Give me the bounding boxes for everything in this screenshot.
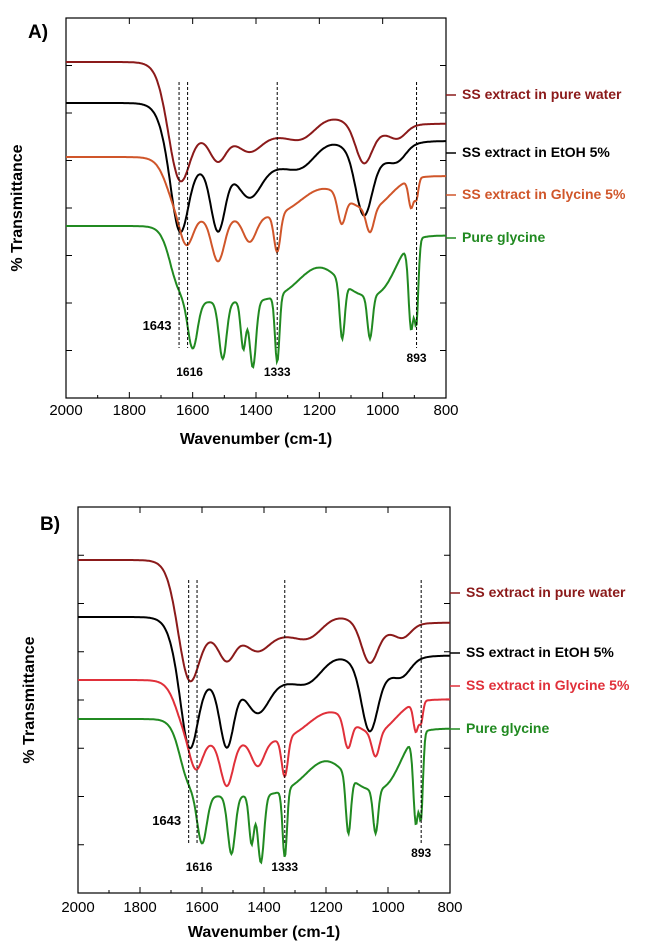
y-axis-title: % Transmittance bbox=[9, 144, 26, 271]
x-tick-label: 1400 bbox=[247, 899, 280, 916]
x-tick-label: 1800 bbox=[123, 899, 156, 916]
annotation-label: 1333 bbox=[271, 860, 298, 874]
x-axis-title: Wavenumber (cm-1) bbox=[188, 924, 340, 941]
legend-label: SS extract in pure water bbox=[466, 584, 626, 600]
x-tick-label: 2000 bbox=[49, 402, 82, 419]
annotation-label: 893 bbox=[407, 351, 427, 365]
series-line bbox=[78, 616, 450, 750]
legend-label: SS extract in Glycine 5% bbox=[462, 186, 626, 202]
x-tick-label: 1800 bbox=[113, 402, 146, 419]
x-tick-label: 1000 bbox=[371, 899, 404, 916]
x-tick-label: 1200 bbox=[309, 899, 342, 916]
legend-label: SS extract in EtOH 5% bbox=[466, 644, 614, 660]
chart-panel-a: A) 2000 1800 1600 1400 1200 1000 800 Wavenumber … bbox=[9, 17, 626, 448]
series-line bbox=[66, 61, 446, 183]
x-tick-label: 1400 bbox=[239, 402, 272, 419]
x-tick-label: 1600 bbox=[176, 402, 209, 419]
legend-label: Pure glycine bbox=[466, 720, 549, 736]
x-tick-label: 800 bbox=[433, 402, 458, 419]
series-line bbox=[66, 225, 446, 369]
panel-label: A) bbox=[28, 22, 48, 43]
series-line bbox=[78, 559, 450, 683]
x-tick-label: 1000 bbox=[366, 402, 399, 419]
annotation-label: 1643 bbox=[143, 318, 172, 333]
series-line bbox=[66, 156, 446, 263]
legend-label: SS extract in pure water bbox=[462, 86, 622, 102]
series-line bbox=[78, 679, 450, 788]
x-tick-label: 1200 bbox=[303, 402, 336, 419]
legend-label: SS extract in EtOH 5% bbox=[462, 144, 610, 160]
series-line bbox=[78, 718, 450, 865]
annotation-label: 1616 bbox=[176, 365, 203, 379]
legend-label: Pure glycine bbox=[462, 229, 545, 245]
annotation-label: 1333 bbox=[264, 365, 291, 379]
chart-panel-b: B) 2000 1800 1600 1400 1200 1000 800 Wavenumber … bbox=[21, 506, 630, 941]
series-line bbox=[66, 102, 446, 234]
annotation-label: 893 bbox=[411, 846, 431, 860]
panel-label: B) bbox=[40, 514, 60, 535]
annotation-label: 1616 bbox=[186, 860, 213, 874]
x-tick-label: 1600 bbox=[185, 899, 218, 916]
x-axis-title: Wavenumber (cm-1) bbox=[180, 431, 332, 448]
x-tick-label: 800 bbox=[437, 899, 462, 916]
x-tick-label: 2000 bbox=[61, 899, 94, 916]
y-axis-title: % Transmittance bbox=[21, 636, 38, 763]
legend-label: SS extract in Glycine 5% bbox=[466, 677, 630, 693]
annotation-label: 1643 bbox=[152, 813, 181, 828]
